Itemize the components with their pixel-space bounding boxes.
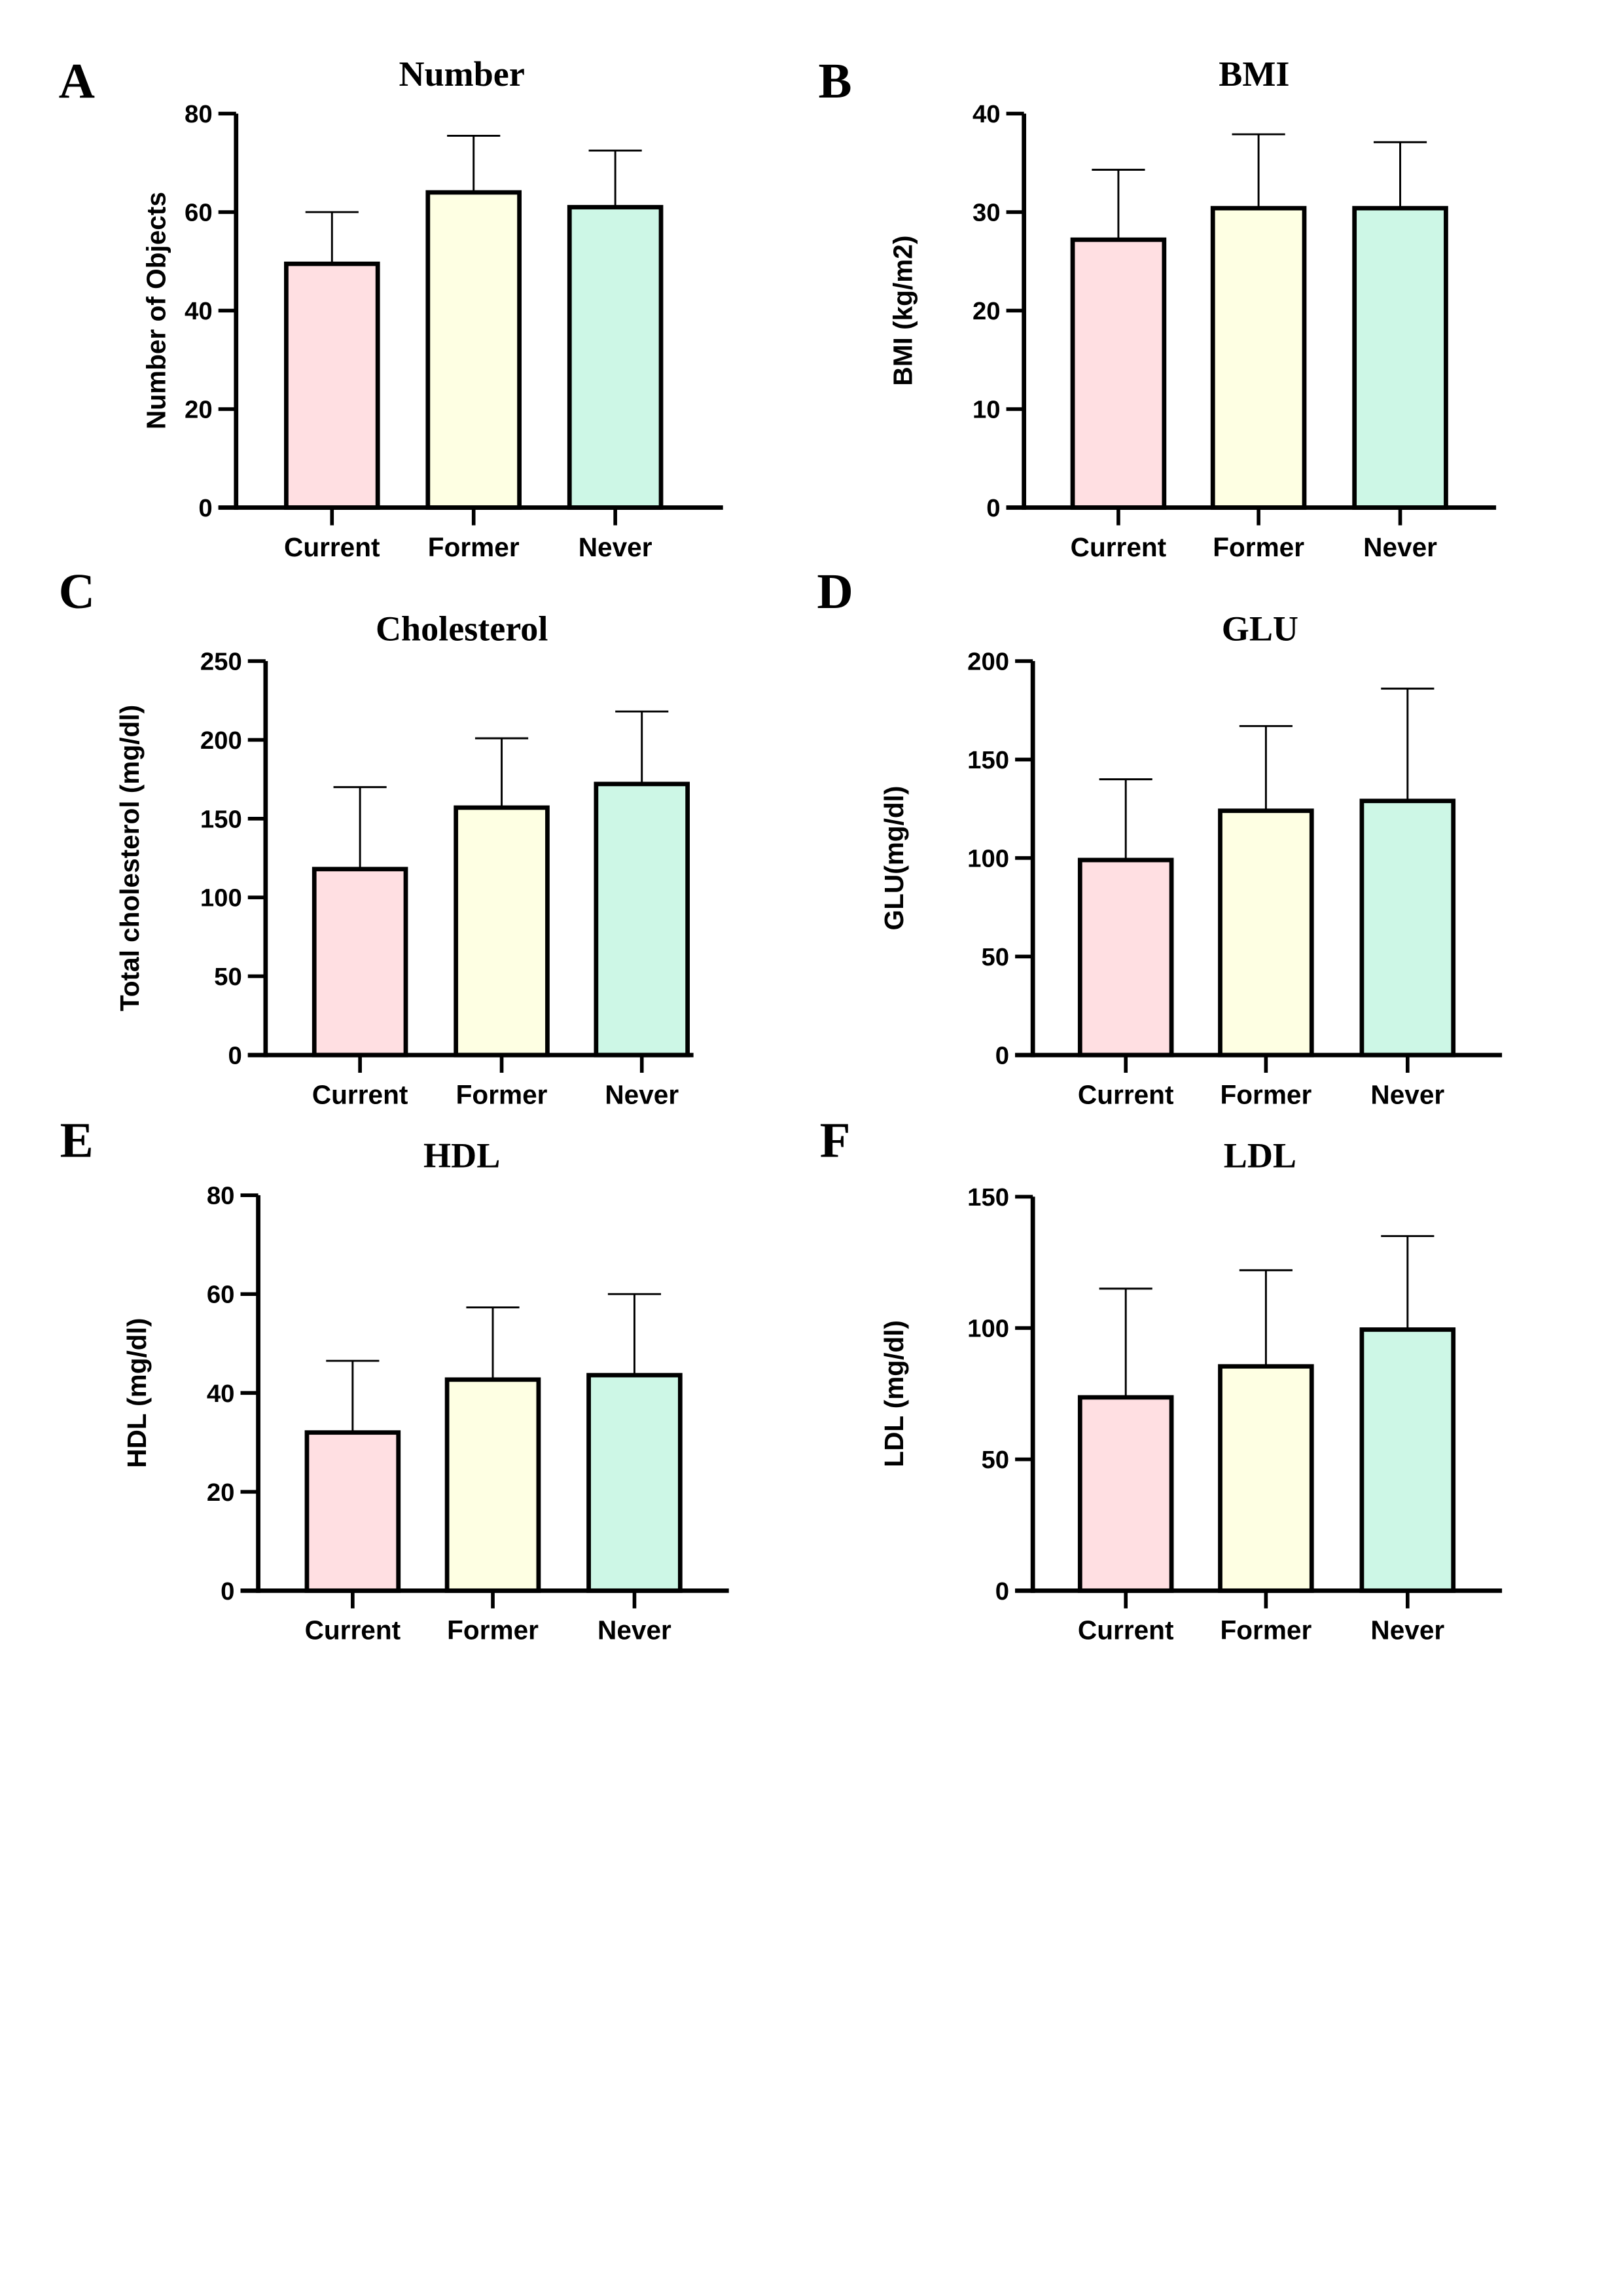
y-tick-label: 150 — [967, 1183, 1009, 1211]
x-tick-label: Current — [1071, 532, 1167, 562]
y-tick-label: 60 — [185, 199, 213, 227]
x-tick-label: Never — [1370, 1079, 1444, 1109]
y-tick-label: 20 — [207, 1479, 235, 1507]
chart-title: Cholesterol — [376, 609, 548, 648]
x-tick-label: Current — [312, 1079, 408, 1109]
y-axis-label: Total cholesterol (mg/dl) — [115, 705, 145, 1011]
bar-never — [594, 781, 690, 1058]
y-tick-label: 0 — [198, 494, 212, 522]
x-tick-label: Current — [1078, 1615, 1174, 1645]
bar-current — [1077, 1395, 1174, 1593]
y-tick-label: 0 — [221, 1577, 234, 1605]
chart-panel-e: E HDL HDL (mg/dl) Current Former Never 0 20 40 60… — [60, 1113, 729, 1645]
y-tick-label: 0 — [228, 1041, 241, 1069]
y-tick-label: 150 — [967, 746, 1009, 774]
chart-panel-d: D GLU GLU(mg/dl) Current Former Never 0 50 100 15… — [817, 564, 1503, 1109]
y-axis-label: BMI (kg/m2) — [887, 236, 918, 386]
y-tick-label: 80 — [207, 1182, 235, 1210]
y-tick-label: 100 — [200, 884, 242, 912]
bar-never — [1352, 206, 1448, 510]
x-tick-label: Former — [447, 1615, 539, 1645]
y-tick-label: 100 — [967, 1315, 1009, 1343]
chart-title: HDL — [423, 1136, 500, 1175]
x-tick-label: Former — [1220, 1079, 1311, 1109]
chart-title: GLU — [1222, 609, 1298, 648]
y-tick-label: 40 — [207, 1380, 235, 1408]
y-tick-label: 20 — [972, 297, 1001, 325]
panel-letter: F — [820, 1113, 851, 1168]
bar-former — [1218, 808, 1314, 1058]
y-tick-label: 50 — [981, 943, 1009, 971]
chart-title: BMI — [1219, 54, 1289, 94]
y-axis-label: LDL (mg/dl) — [879, 1320, 909, 1467]
y-tick-label: 0 — [995, 1041, 1009, 1069]
chart-panel-b: B BMI BMI (kg/m2) Current Former Never 0 10 20 30… — [819, 53, 1497, 562]
x-tick-label: Current — [305, 1615, 401, 1645]
x-tick-label: Never — [579, 532, 652, 562]
y-tick-label: 0 — [986, 494, 1000, 522]
bar-former — [454, 805, 550, 1058]
y-tick-label: 80 — [185, 100, 213, 128]
chart-panel-f: F LDL LDL (mg/dl) Current Former Never 0 50 100 1… — [820, 1113, 1503, 1645]
y-tick-label: 150 — [200, 805, 242, 833]
bar-never — [586, 1372, 683, 1593]
bar-former — [425, 190, 522, 510]
chart-panel-a: A Number Number of Objects Current Former Nev… — [59, 53, 723, 562]
panel-letter: E — [60, 1113, 94, 1168]
y-axis-label: Number of Objects — [141, 192, 171, 429]
y-tick-label: 250 — [200, 648, 242, 676]
bar-current — [284, 261, 380, 510]
bar-never — [1359, 1327, 1456, 1593]
y-tick-label: 100 — [967, 845, 1009, 873]
x-tick-label: Never — [1370, 1615, 1444, 1645]
x-tick-label: Current — [1078, 1079, 1174, 1109]
x-tick-label: Never — [597, 1615, 671, 1645]
x-tick-label: Current — [284, 532, 380, 562]
chart-panel-c: C Cholesterol Total cholesterol (mg/dl) Cur… — [59, 564, 694, 1109]
y-tick-label: 200 — [967, 648, 1009, 676]
y-axis-label: GLU(mg/dl) — [879, 786, 909, 931]
y-tick-label: 50 — [981, 1446, 1009, 1474]
bar-current — [304, 1430, 401, 1593]
y-tick-label: 20 — [185, 396, 213, 424]
y-tick-label: 0 — [995, 1577, 1009, 1605]
y-tick-label: 40 — [972, 100, 1001, 128]
x-tick-label: Former — [456, 1079, 548, 1109]
panel-letter: A — [59, 53, 95, 109]
bar-current — [1070, 237, 1167, 510]
panel-letter: B — [819, 53, 852, 109]
bar-former — [1210, 206, 1307, 510]
y-tick-label: 40 — [185, 297, 213, 325]
y-tick-label: 30 — [972, 199, 1001, 227]
x-tick-label: Never — [605, 1079, 679, 1109]
x-tick-label: Former — [428, 532, 520, 562]
chart-title: Number — [399, 54, 525, 94]
y-tick-label: 50 — [214, 963, 242, 991]
bar-current — [1077, 857, 1174, 1058]
x-tick-label: Former — [1220, 1615, 1311, 1645]
panel-letter: D — [817, 564, 853, 619]
y-tick-label: 200 — [200, 726, 242, 755]
y-tick-label: 10 — [972, 396, 1001, 424]
bar-former — [1218, 1364, 1314, 1593]
bar-former — [444, 1377, 541, 1593]
x-tick-label: Never — [1363, 532, 1437, 562]
y-axis-label: HDL (mg/dl) — [122, 1318, 152, 1468]
y-tick-label: 60 — [207, 1281, 235, 1309]
panel-letter: C — [59, 564, 95, 619]
bar-never — [567, 205, 664, 510]
x-tick-label: Former — [1213, 532, 1304, 562]
bar-never — [1359, 798, 1456, 1058]
bar-current — [312, 867, 408, 1058]
chart-title: LDL — [1224, 1136, 1296, 1175]
